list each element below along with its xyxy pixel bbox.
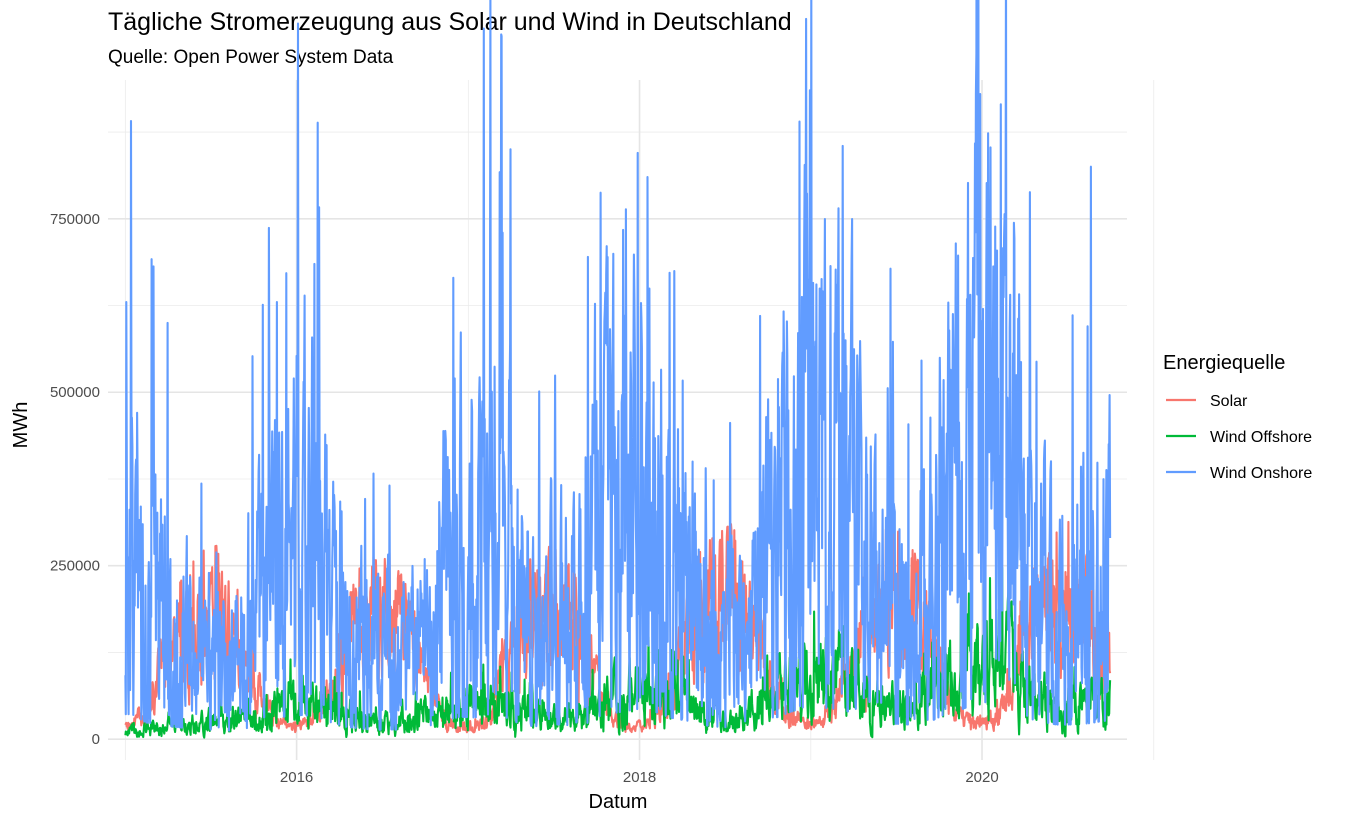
legend-label: Solar: [1210, 393, 1248, 410]
series-group: [124, 0, 1112, 739]
chart-title: Tägliche Stromerzeugung aus Solar und Wi…: [108, 8, 792, 36]
x-axis: 2016 2018 2020: [280, 769, 999, 786]
y-tick-label: 750000: [50, 211, 100, 228]
legend: Energiequelle Solar Wind Offshore Wind Ons…: [1163, 352, 1312, 482]
y-tick-label: 500000: [50, 384, 100, 401]
y-axis-title: MWh: [10, 402, 32, 449]
x-tick-label: 2018: [623, 769, 656, 786]
y-axis: 0 250000 500000 750000: [50, 211, 100, 748]
legend-label: Wind Offshore: [1210, 429, 1312, 446]
chart-subtitle: Quelle: Open Power System Data: [108, 47, 394, 68]
legend-label: Wind Onshore: [1210, 465, 1312, 482]
x-tick-label: 2016: [280, 769, 313, 786]
series-line: [124, 0, 1112, 732]
y-tick-label: 250000: [50, 558, 100, 575]
legend-title: Energiequelle: [1163, 352, 1285, 374]
x-tick-label: 2020: [965, 769, 998, 786]
y-tick-label: 0: [92, 731, 100, 748]
x-axis-title: Datum: [589, 791, 648, 813]
